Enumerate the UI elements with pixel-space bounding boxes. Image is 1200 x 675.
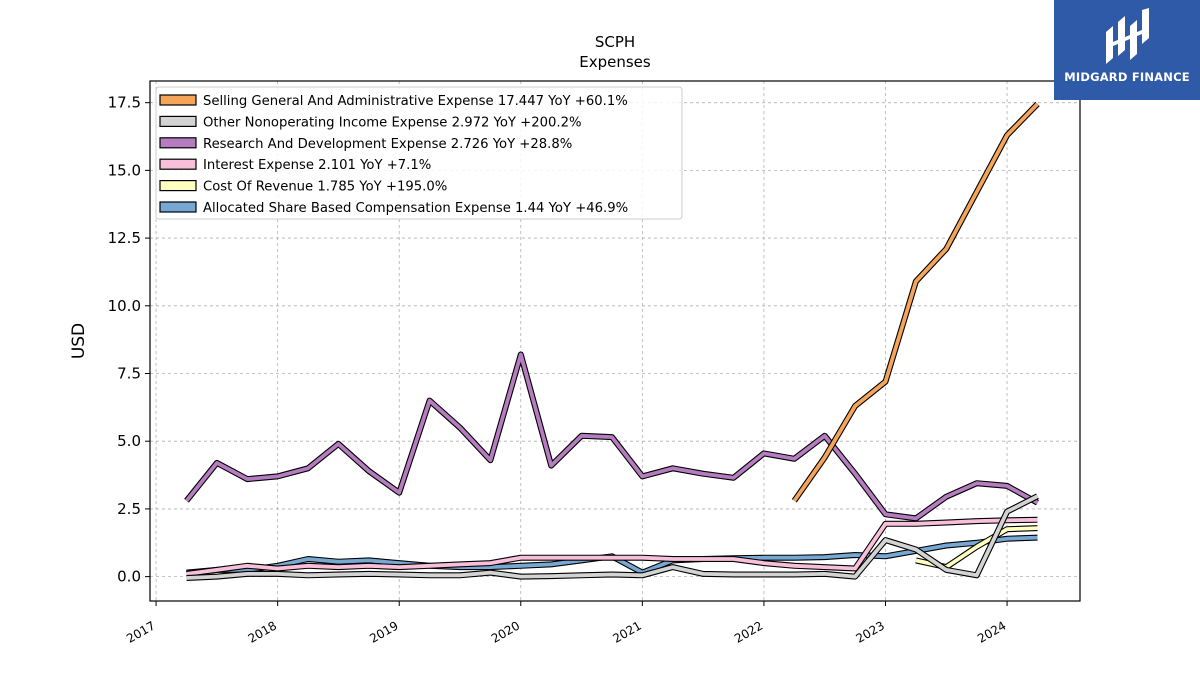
legend-swatch (159, 137, 197, 149)
y-tick-label: 0.0 (117, 568, 141, 586)
y-tick-label: 17.5 (108, 94, 141, 112)
x-tick-label: 2022 (732, 618, 765, 645)
y-tick-label: 2.5 (117, 500, 141, 518)
y-tick-label: 15.0 (108, 161, 141, 179)
chart-title: SCPH (595, 33, 635, 51)
logo-mark-icon (1106, 8, 1149, 64)
x-tick-label: 2018 (246, 618, 279, 645)
midgard-finance-logo: MIDGARD FINANCE (1054, 0, 1200, 100)
legend-entry: Other Nonoperating Income Expense 2.972 … (203, 115, 582, 130)
y-tick-label: 10.0 (108, 297, 141, 315)
series-line (186, 517, 1038, 576)
legend-entry: Allocated Share Based Compensation Expen… (203, 201, 628, 216)
legend: Selling General And Administrative Expen… (155, 86, 683, 220)
legend-entry: Research And Development Expense 2.726 Y… (203, 137, 572, 152)
legend-swatch (159, 94, 197, 106)
series-lines (184, 101, 1040, 581)
y-tick-label: 5.0 (117, 432, 141, 450)
x-tick-label: 2024 (975, 618, 1008, 645)
series-line (186, 494, 1039, 580)
logo-text: MIDGARD FINANCE (1064, 70, 1190, 84)
legend-swatch (159, 115, 197, 128)
legend-entry: Cost Of Revenue 1.785 YoY +195.0% (203, 180, 447, 195)
plot-frame (149, 80, 1081, 602)
x-tick-label: 2017 (124, 618, 157, 645)
y-tick-label: 12.5 (108, 229, 141, 247)
chart-subtitle: Expenses (579, 53, 651, 71)
legend-entry: Interest Expense 2.101 YoY +7.1% (203, 158, 431, 173)
x-tick-label: 2023 (854, 618, 887, 645)
y-tick-label: 7.5 (117, 365, 141, 383)
x-tick-label: 2020 (489, 618, 522, 645)
series-line (185, 352, 1039, 521)
legend-box (155, 86, 683, 220)
legend-swatch (159, 180, 197, 192)
x-tick-label: 2021 (610, 618, 643, 645)
legend-swatch (159, 158, 197, 170)
x-tick-label: 2019 (367, 618, 400, 645)
series-line (792, 102, 1039, 502)
y-axis-label: USD (69, 323, 89, 359)
legend-swatch (159, 201, 197, 213)
legend-entry: Selling General And Administrative Expen… (203, 94, 628, 109)
